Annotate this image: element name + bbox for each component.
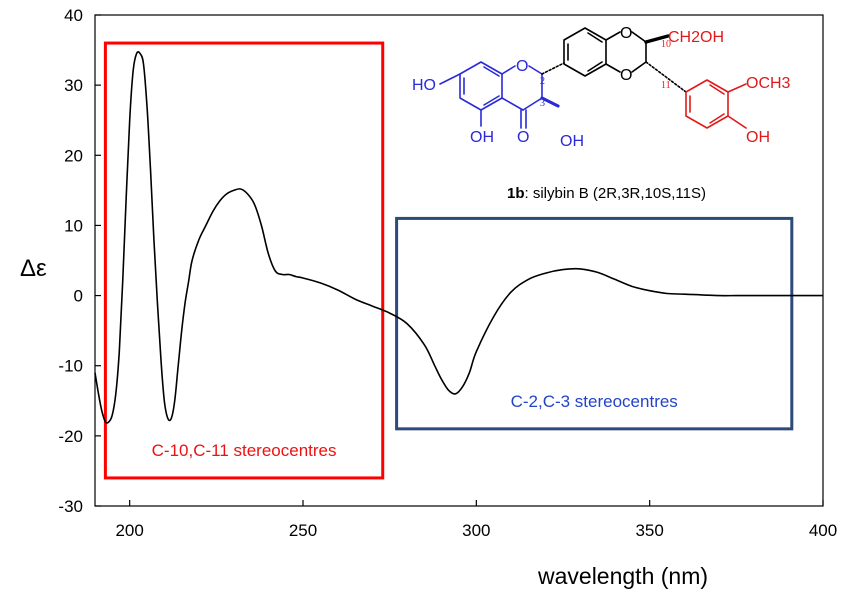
label-o-ketone: O bbox=[517, 129, 529, 146]
label-pos-2: 2 bbox=[540, 76, 545, 87]
label-ho: HO bbox=[412, 77, 436, 94]
c10-wedge bbox=[644, 34, 670, 44]
flavanone-ring-a bbox=[439, 61, 503, 127]
c11-hash-bond bbox=[645, 61, 687, 93]
annotation-label-1: C-10,C-11 stereocentres bbox=[152, 441, 337, 460]
label-o-dioxane-top: O bbox=[620, 25, 632, 42]
x-tick-label: 350 bbox=[635, 521, 663, 540]
y-tick-label: 30 bbox=[64, 76, 83, 95]
cd-spectrum-line bbox=[94, 51, 823, 424]
flavanone-ring-c bbox=[501, 65, 560, 129]
label-pos-11: 11 bbox=[661, 80, 671, 91]
annotation-box-2 bbox=[395, 216, 794, 431]
annotation-label-2: C-2,C-3 stereocentres bbox=[511, 392, 678, 411]
axis-tick-labels: -30 -20 -10 0 10 20 30 40 200 250 300 350 400 bbox=[58, 6, 837, 540]
label-oh-bottom: OH bbox=[470, 129, 494, 146]
series-group bbox=[94, 51, 823, 424]
region-annotations: C-10,C-11 stereocentres C-2,C-3 stereocen… bbox=[103, 41, 794, 480]
compound-id: 1b bbox=[507, 185, 525, 202]
label-oh-phenol: OH bbox=[746, 129, 770, 146]
label-o-ring: O bbox=[516, 58, 528, 75]
label-pos-3: 3 bbox=[540, 98, 545, 109]
y-tick-label: -10 bbox=[58, 357, 83, 376]
label-oh-c3: OH bbox=[560, 133, 584, 150]
c2-hash-bond bbox=[541, 62, 565, 75]
y-tick-label: -30 bbox=[58, 497, 83, 516]
x-axis-title: wavelength (nm) bbox=[537, 563, 708, 589]
aryl-ring bbox=[685, 79, 747, 129]
label-och3: OCH3 bbox=[746, 75, 791, 92]
benzodioxane-ring bbox=[563, 27, 647, 77]
x-tick-label: 200 bbox=[115, 521, 143, 540]
silybin-b-structure: HO OH O OH O 2 3 O O 10 11 CH2OH OCH3 OH… bbox=[412, 25, 791, 202]
label-ch2oh: CH2OH bbox=[668, 29, 724, 46]
x-tick-label: 250 bbox=[289, 521, 317, 540]
structure-caption: 1b: silybin B (2R,3R,10S,11S) bbox=[507, 185, 706, 202]
y-tick-label: 40 bbox=[64, 6, 83, 25]
plot-frame bbox=[94, 14, 824, 507]
y-tick-label: 10 bbox=[64, 216, 83, 235]
y-tick-label: 0 bbox=[74, 287, 83, 306]
x-tick-label: 400 bbox=[809, 521, 837, 540]
compound-name: : silybin B (2R,3R,10S,11S) bbox=[525, 185, 706, 202]
y-tick-label: 20 bbox=[64, 146, 83, 165]
annotation-box-1 bbox=[103, 41, 385, 480]
axis-ticks bbox=[95, 14, 824, 507]
x-tick-label: 300 bbox=[462, 521, 490, 540]
y-tick-label: -20 bbox=[58, 427, 83, 446]
y-axis-title: Δε bbox=[20, 255, 47, 282]
label-pos-10: 10 bbox=[661, 39, 671, 50]
label-o-dioxane-bottom: O bbox=[620, 67, 632, 84]
